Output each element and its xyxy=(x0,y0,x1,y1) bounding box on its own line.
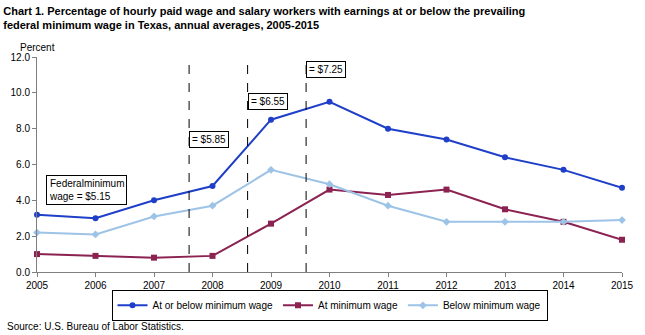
svg-text:2008: 2008 xyxy=(201,280,224,291)
svg-text:2013: 2013 xyxy=(494,280,517,291)
svg-text:2005: 2005 xyxy=(26,280,49,291)
svg-text:2011: 2011 xyxy=(377,280,399,291)
svg-text:Percent: Percent xyxy=(20,42,55,53)
svg-text:2012: 2012 xyxy=(435,280,458,291)
svg-text:10.0: 10.0 xyxy=(11,87,31,98)
svg-text:Source: U.S. Bureau of Labor S: Source: U.S. Bureau of Labor Statistics. xyxy=(7,321,184,332)
svg-text:8.0: 8.0 xyxy=(16,123,30,134)
svg-text:2007: 2007 xyxy=(143,280,166,291)
svg-text:4.0: 4.0 xyxy=(16,195,30,206)
svg-text:12.0: 12.0 xyxy=(11,52,31,63)
svg-text:2009: 2009 xyxy=(260,280,283,291)
svg-text:2010: 2010 xyxy=(318,280,341,291)
svg-text:At minimum wage: At minimum wage xyxy=(318,300,398,311)
svg-text:Federalminimumwage = $5.15: Federalminimumwage = $5.15 xyxy=(49,178,124,202)
svg-text:Below minimum wage: Below minimum wage xyxy=(443,300,541,311)
svg-text:Chart 1. Percentage of hourly: Chart 1. Percentage of hourly paid wage … xyxy=(3,5,525,31)
svg-text:2.0: 2.0 xyxy=(16,231,30,242)
svg-text:= $7.25: = $7.25 xyxy=(309,64,343,75)
svg-text:= $5.85: = $5.85 xyxy=(192,134,226,145)
svg-text:= $6.55: = $6.55 xyxy=(251,96,285,107)
svg-text:2015: 2015 xyxy=(611,280,634,291)
svg-text:2014: 2014 xyxy=(552,280,575,291)
svg-text:At or below minimum wage: At or below minimum wage xyxy=(153,300,273,311)
svg-text:2006: 2006 xyxy=(84,280,107,291)
svg-text:0.0: 0.0 xyxy=(16,267,30,278)
svg-text:6.0: 6.0 xyxy=(16,159,30,170)
